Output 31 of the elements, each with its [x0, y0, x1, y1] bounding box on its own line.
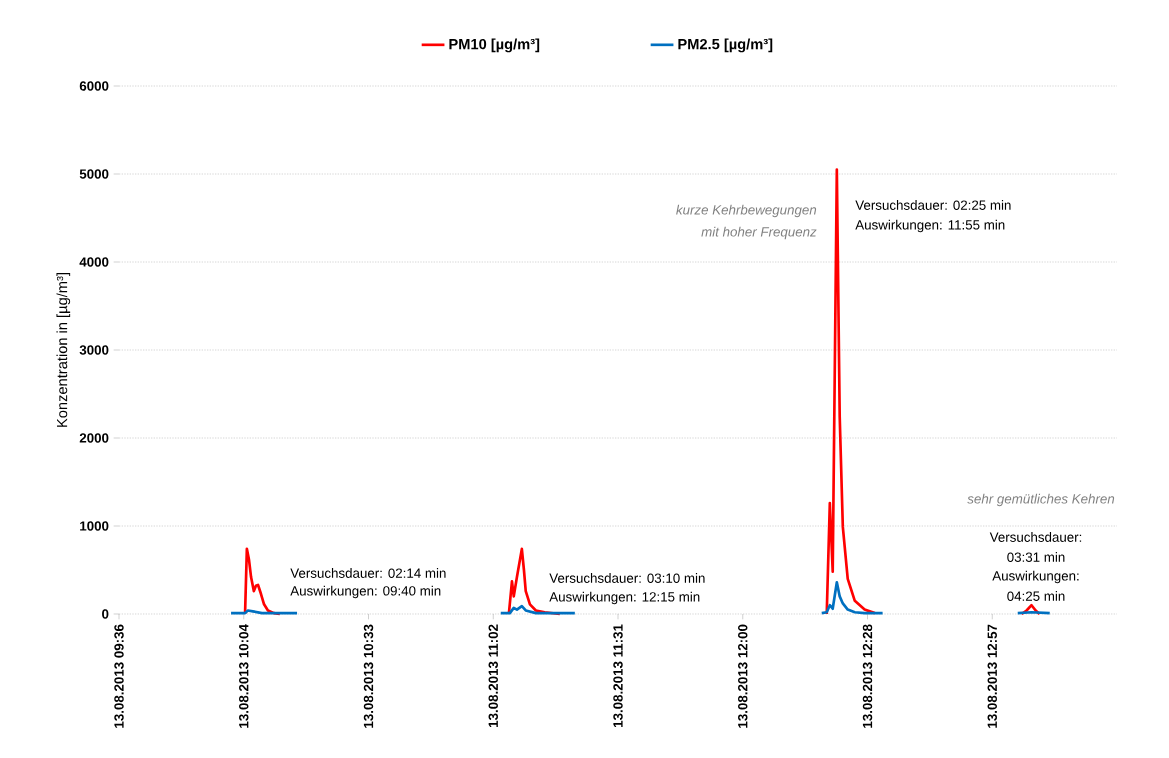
legend-label: PM2.5 [µg/m³]	[678, 38, 773, 53]
x-tick-label: 13.08.2013 11:02	[488, 624, 498, 728]
x-tick-label: 13.08.2013 10:04	[239, 624, 249, 728]
x-tick-label: 13.08.2013 12:28	[862, 624, 873, 728]
annotation: Auswirkungen: 09:40 min	[290, 585, 441, 599]
x-tick-label: 13.08.2013 11:31	[613, 624, 623, 728]
legend-label: PM10 [µg/m³]	[449, 38, 540, 53]
x-tick-label: 13.08.2013 12:57	[987, 624, 997, 728]
annotation: Versuchsdauer: 03:10 min	[549, 573, 705, 583]
y-tick-label: 0	[102, 609, 109, 619]
annotation: sehr gemütliches Kehren	[967, 493, 1115, 507]
annotation: Versuchsdauer: 02:25 min	[855, 200, 1011, 210]
annotation: Auswirkungen:	[992, 570, 1079, 584]
annotation: Versuchsdauer:	[989, 532, 1082, 542]
y-axis-title: Konzentration in [µg/m³]	[56, 273, 71, 427]
x-tick-label: 13.08.2013 12:00	[738, 624, 748, 728]
y-tick-label: 5000	[79, 169, 109, 179]
annotation: Auswirkungen: 12:15 min	[549, 591, 700, 605]
annotation: 03:31 min	[1007, 552, 1065, 562]
y-tick-label: 3000	[79, 345, 109, 355]
annotation: Auswirkungen: 11:55 min	[855, 219, 1005, 233]
annotation: 04:25 min	[1007, 591, 1065, 601]
annotation: mit hoher Frequenz	[701, 226, 817, 240]
y-tick-label: 2000	[79, 433, 109, 443]
annotation: Versuchsdauer: 02:14 min	[290, 568, 446, 578]
x-tick-label: 13.08.2013 09:36	[114, 624, 124, 728]
y-tick-label: 1000	[80, 521, 109, 531]
annotation: kurze Kehrbewegungen	[676, 204, 817, 218]
x-tick-label: 13.08.2013 10:33	[363, 624, 374, 728]
y-tick-label: 6000	[79, 81, 109, 91]
y-tick-label: 4000	[79, 257, 109, 267]
